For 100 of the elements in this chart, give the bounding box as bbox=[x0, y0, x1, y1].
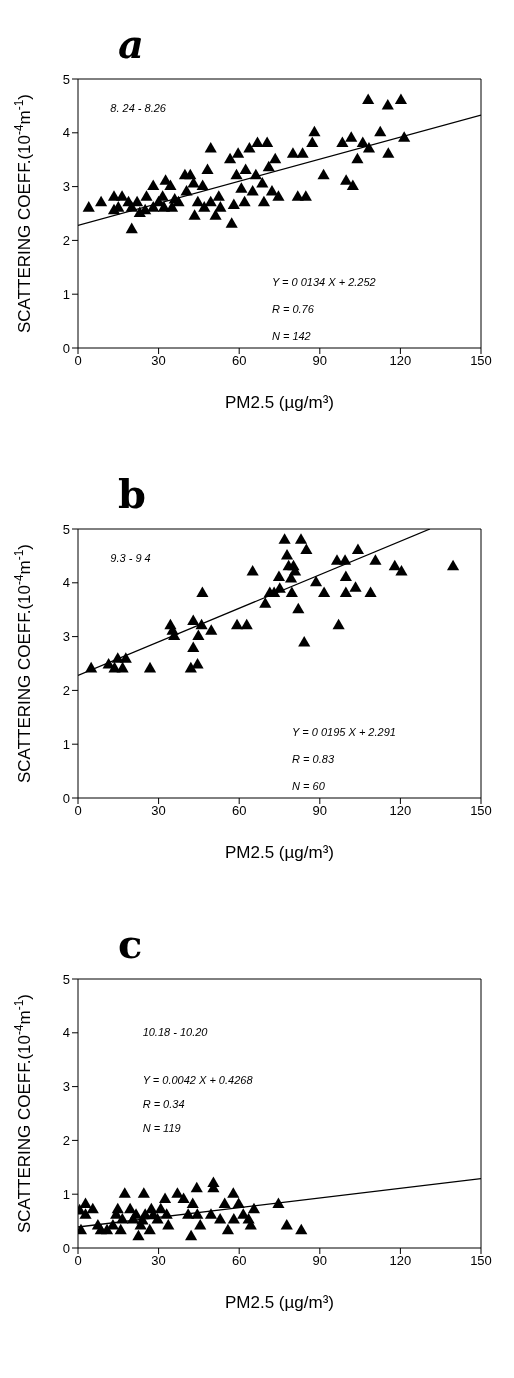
point bbox=[278, 533, 291, 544]
y-tick-label: 3 bbox=[62, 629, 70, 645]
annotation: 9.3 - 9 4 bbox=[110, 552, 151, 564]
point bbox=[272, 570, 286, 581]
point bbox=[280, 1218, 293, 1230]
y-tick-label: 4 bbox=[62, 1025, 70, 1041]
point bbox=[369, 554, 382, 565]
point bbox=[295, 1223, 308, 1235]
point bbox=[280, 548, 294, 560]
annotation: N = 119 bbox=[142, 1122, 181, 1134]
point bbox=[351, 543, 365, 555]
point bbox=[143, 661, 157, 673]
point bbox=[364, 586, 377, 598]
point bbox=[246, 565, 259, 576]
point bbox=[332, 618, 345, 630]
x-tick-label: 120 bbox=[389, 803, 412, 819]
point bbox=[230, 618, 244, 630]
point bbox=[292, 602, 305, 614]
annotation: N = 60 bbox=[292, 780, 325, 792]
x-tick-label: 30 bbox=[151, 1253, 166, 1269]
point bbox=[187, 641, 200, 652]
chart-title: c bbox=[118, 920, 143, 967]
y-tick-label: 2 bbox=[62, 683, 70, 699]
point bbox=[191, 1208, 204, 1219]
point bbox=[132, 1229, 145, 1241]
point bbox=[187, 614, 200, 626]
annotation: Y = 0.0042 X + 0.4268 bbox=[142, 1074, 253, 1086]
point bbox=[186, 1197, 199, 1208]
point bbox=[318, 586, 331, 598]
point bbox=[143, 1223, 156, 1235]
point bbox=[136, 1214, 149, 1225]
x-tick-label: 30 bbox=[151, 803, 166, 819]
point bbox=[446, 559, 460, 571]
annotation: R = 0.83 bbox=[292, 753, 334, 765]
point bbox=[177, 1192, 190, 1204]
x-axis-title: PM2.5 (µg/m³) bbox=[225, 1293, 334, 1312]
annotation: N = 142 bbox=[271, 330, 311, 342]
annotation: R = 0.76 bbox=[271, 303, 314, 315]
x-tick-label: 150 bbox=[470, 353, 492, 369]
y-tick-label: 5 bbox=[62, 71, 70, 87]
y-tick-label: 4 bbox=[62, 575, 70, 591]
x-tick-label: 120 bbox=[389, 353, 412, 369]
point bbox=[119, 652, 132, 663]
point bbox=[300, 543, 313, 555]
point bbox=[129, 1208, 143, 1219]
x-tick-label: 0 bbox=[74, 803, 82, 819]
x-tick-label: 30 bbox=[151, 353, 166, 369]
x-tick-label: 90 bbox=[312, 803, 328, 819]
y-tick-label: 3 bbox=[62, 1079, 70, 1095]
x-tick-label: 120 bbox=[389, 1253, 412, 1269]
annotation: R = 0.34 bbox=[142, 1098, 185, 1110]
y-tick-label: 2 bbox=[62, 1133, 70, 1149]
point bbox=[196, 586, 209, 598]
y-tick-label: 0 bbox=[62, 340, 70, 356]
point bbox=[116, 661, 129, 673]
annotation: Y = 0 0134 X + 2.252 bbox=[271, 276, 376, 288]
point bbox=[111, 1202, 124, 1214]
x-tick-label: 60 bbox=[231, 803, 247, 819]
y-tick-label: 3 bbox=[62, 179, 70, 195]
point bbox=[118, 1187, 131, 1198]
y-tick-label: 1 bbox=[62, 736, 70, 752]
chart-title: a bbox=[118, 20, 144, 67]
y-tick-label: 1 bbox=[62, 1186, 70, 1202]
point bbox=[339, 586, 352, 598]
annotation: Y = 0 0195 X + 2.291 bbox=[292, 726, 396, 738]
point bbox=[388, 559, 401, 571]
y-tick-label: 5 bbox=[62, 971, 70, 987]
point bbox=[79, 1208, 92, 1219]
point bbox=[214, 1213, 227, 1224]
point bbox=[298, 636, 311, 647]
point bbox=[227, 1213, 240, 1224]
x-tick-label: 150 bbox=[470, 803, 492, 819]
point bbox=[205, 624, 218, 635]
point bbox=[194, 1218, 207, 1230]
annotation: 8. 24 - 8.26 bbox=[110, 102, 166, 114]
point bbox=[395, 565, 408, 576]
point bbox=[227, 1187, 240, 1198]
point bbox=[259, 597, 272, 608]
point bbox=[79, 1197, 92, 1208]
point bbox=[309, 575, 323, 587]
point bbox=[162, 1218, 175, 1230]
point bbox=[294, 533, 308, 544]
point bbox=[114, 1223, 127, 1235]
point bbox=[218, 1197, 231, 1208]
x-tick-label: 90 bbox=[312, 353, 328, 369]
point bbox=[185, 1229, 198, 1241]
x-tick-label: 0 bbox=[74, 1253, 82, 1269]
x-tick-label: 0 bbox=[74, 353, 82, 369]
point bbox=[285, 586, 298, 598]
point bbox=[349, 581, 362, 592]
point bbox=[137, 1187, 150, 1198]
annotation: 10.18 - 10.20 bbox=[142, 1026, 208, 1038]
y-tick-label: 0 bbox=[62, 790, 70, 806]
point bbox=[158, 1192, 172, 1204]
x-tick-label: 60 bbox=[231, 1253, 247, 1269]
point bbox=[192, 629, 205, 641]
point bbox=[86, 1202, 99, 1214]
point bbox=[204, 1208, 218, 1219]
point bbox=[221, 1223, 234, 1235]
point bbox=[339, 570, 352, 581]
